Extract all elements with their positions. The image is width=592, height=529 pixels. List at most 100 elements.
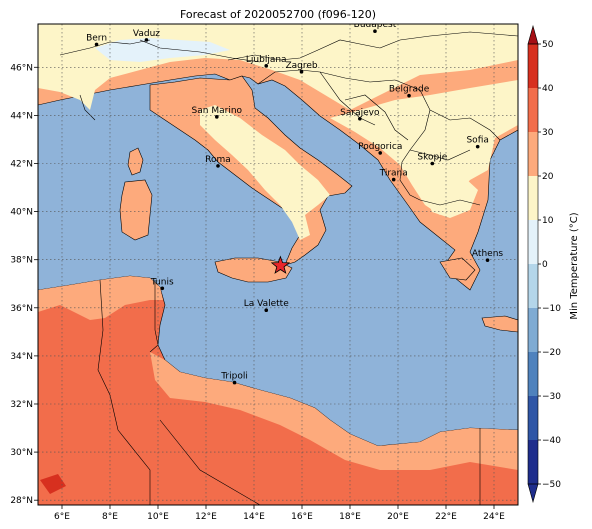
colorbar-tick-label: −30 [542,392,561,402]
map-frame [37,23,519,506]
city-dot [358,116,362,121]
colorbar-tick-label: 0 [542,260,548,270]
sardinia-land [119,179,153,241]
colorbar-extend-min [527,483,539,504]
city-dot [264,64,269,68]
lat-tick-label: 34°N [10,352,33,362]
city-dot [391,177,396,182]
colorbar-tick-label: −20 [542,348,561,358]
greece-cool-band [420,170,478,218]
colorbar-tick-label: −50 [542,480,561,490]
colorbar: −50 −40 −30 −20 −10 0 10 20 30 40 50 [527,24,561,504]
city-label: Budapest [354,20,397,30]
city-label: Tirana [379,169,408,179]
lat-tick-label: 32°N [10,400,33,410]
city-label: Roma [205,155,231,165]
peloponnese-land [439,257,476,281]
africa-borders [97,279,481,505]
lon-tick-label: 10°E [147,512,169,522]
colorbar-band [528,264,538,308]
graticule [38,24,518,505]
algeria-hot-spot [40,474,66,494]
europe-borders [59,31,518,206]
europe-land [38,24,518,291]
lat-tick-label: 44°N [10,111,33,121]
lat-tick-label: 30°N [10,448,33,458]
city-label: Belgrade [389,85,430,95]
city-dot [475,144,480,149]
city-dot [264,308,269,312]
colorbar-label: Min Temperature (°C) [569,212,580,319]
city-label: Podgorica [358,142,402,152]
city-dot [94,42,99,47]
colorbar-tick-label: 10 [542,216,554,226]
colorbar-band [528,44,538,88]
libya-coastal-band [150,352,518,470]
city-dot [299,70,304,74]
colorbar-band [528,352,538,396]
figure-title: Forecast of 2020052700 (f096-120) [180,8,376,21]
colorbar-band [528,440,538,484]
colorbar-tick-label: 40 [542,84,554,94]
lon-tick-label: 24°E [483,512,505,522]
city-dot [232,380,237,385]
colorbar-tick-label: −10 [542,304,561,314]
lon-tick-label: 22°E [435,512,457,522]
city-dot [160,286,165,291]
city-label: La Valette [244,299,289,309]
city-label: Skopje [417,152,447,162]
colorbar-tick-label: 50 [542,40,554,50]
colorbar-band [528,176,538,220]
colorbar-band [528,88,538,132]
city-label: Sofia [466,136,488,146]
lon-tick-label: 16°E [291,512,313,522]
colorbar-tick-label: 30 [542,128,554,138]
lon-tick-label: 20°E [387,512,409,522]
city-label: Ljubljana [246,55,287,65]
city-label: Zagreb [285,61,317,71]
lon-tick-label: 14°E [243,512,265,522]
city-dot [407,93,411,98]
colorbar-extend-max [527,24,539,45]
city-dot [144,38,149,42]
lat-tick-label: 38°N [10,256,33,266]
city-dot [373,29,377,34]
colorbar-tick-label: 20 [542,172,554,182]
crete-land [481,315,518,333]
forecast-location-marker [270,255,291,274]
city-label: Tunis [150,277,174,287]
lon-tick-label: 18°E [339,512,361,522]
north-africa-coastal-band [38,276,163,320]
lon-tick-label: 12°E [195,512,217,522]
city-dot [215,115,219,119]
lat-tick-label: 42°N [10,159,33,169]
lon-tick-label: 8°E [102,512,118,522]
corsica-land [127,147,144,176]
star-marker [270,255,291,274]
lat-tick-label: 28°N [10,496,33,506]
lat-tick-label: 36°N [10,304,33,314]
city-label: Sarajevo [340,108,380,118]
lon-tick-label: 6°E [54,512,70,522]
balkan-cool-band [330,80,518,215]
city-label: San Marino [192,106,243,116]
lat-tick-label: 46°N [10,63,33,73]
colorbar-band [528,396,538,440]
city-label: Athens [472,249,503,259]
city-label: Bern [86,33,107,43]
lat-tick-label: 40°N [10,208,33,218]
map-axis-ticks: 6°E 8°E 10°E 12°E 14°E 16°E 18°E 20°E 22°E 24°E 28… [10,63,505,522]
city-dot [378,151,383,155]
colorbar-band [528,132,538,176]
colorbar-tick-label: −40 [542,436,561,446]
italy-cool-band [200,105,330,240]
city-label: Tripoli [220,372,248,382]
colorbar-band [528,308,538,352]
city-dot [485,258,490,262]
city-label: Vaduz [133,29,160,39]
colorbar-band [528,220,538,264]
city-dot [430,161,435,166]
